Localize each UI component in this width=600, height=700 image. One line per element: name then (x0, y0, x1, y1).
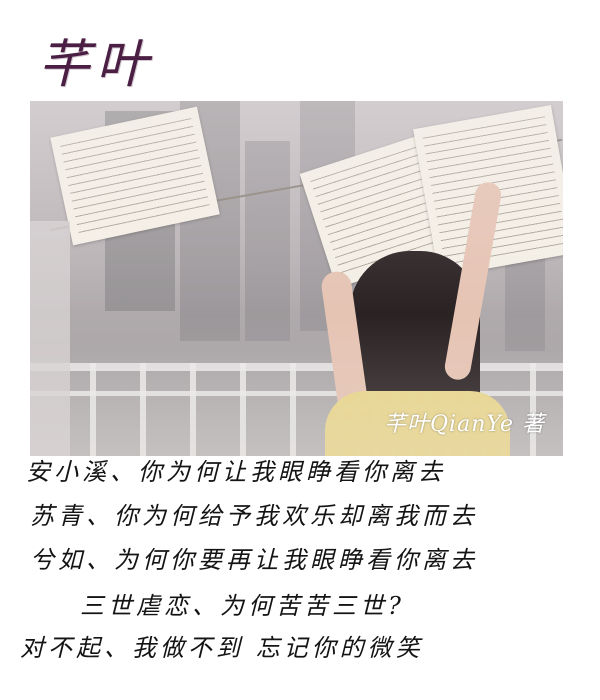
girl-dress (325, 391, 510, 456)
rail-post (290, 363, 296, 456)
poem-line: 兮如、为何你要再让我眼睁看你离去 (30, 546, 478, 574)
poem-line: 三世虐恋、为何苦苦三世? (80, 592, 405, 620)
rail-post (140, 363, 146, 456)
rail-post (190, 363, 196, 456)
poem-line: 安小溪、你为何让我眼睁看你离去 (26, 458, 446, 486)
poem-line: 对不起、我做不到 忘记你的微笑 (20, 634, 424, 662)
author-signature: 芊叶QianYe 著 (384, 412, 545, 437)
person-silhouette (30, 221, 70, 456)
rail-post (530, 363, 536, 456)
cover-photo: 芊叶QianYe 著 (30, 101, 563, 456)
poem-line: 苏青、你为何给予我欢乐却离我而去 (30, 502, 478, 530)
balcony-rail (30, 391, 563, 396)
photo-haze (30, 101, 563, 456)
rail-post (240, 363, 246, 456)
rail-post (90, 363, 96, 456)
balcony-rail (30, 363, 563, 371)
poster-title: 芊叶 (38, 35, 155, 95)
building-shape (245, 141, 290, 341)
